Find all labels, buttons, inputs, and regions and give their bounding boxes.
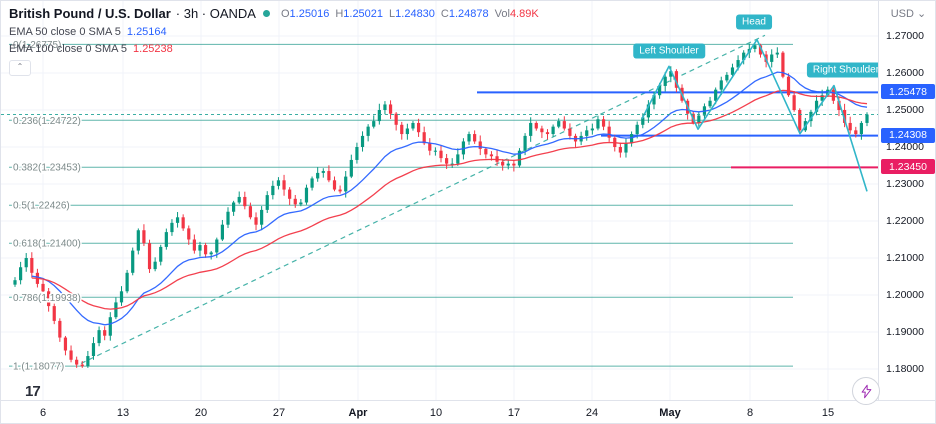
price-chart-svg[interactable]: 0(1.26775) 0.236(1.24722) 0.382(1.23453) 0.… [1,1,878,400]
time-tick-label: 27 [272,407,286,419]
indicator-row-ema100[interactable]: EMA 100 close 0 SMA 5 1.25238 [9,43,539,55]
time-tick-label: May [659,407,681,419]
time-axis[interactable]: 6 13 20 27 Apr 10 17 24 May 8 15 [1,400,935,423]
high-label: H [335,7,344,20]
time-tick-label: 15 [821,407,835,419]
price-tick-label: 1.24000 [886,141,924,153]
ema100-name: EMA 100 close 0 SMA 5 [9,43,128,55]
horizontal-rays-layer [477,91,878,169]
symbol-meta[interactable]: · 3h · OANDA [175,6,256,21]
low-value: 1.24830 [395,7,435,20]
fib-level-label: 0.786(1.19938) [13,293,81,304]
low-label: L [389,7,396,20]
fib-level-label: 1.(1.18077) [13,362,64,373]
chevron-down-icon: ⌄ [917,8,927,20]
fib-level-label: 0.236(1.24722) [13,116,81,127]
time-tick-label: 20 [194,407,208,419]
time-tick-label: 24 [585,407,599,419]
grid-layer [1,1,878,400]
fib-level-label: 0.5(1.22426) [13,201,70,212]
open-label: O [280,7,290,20]
labels-layer: 0(1.26775) 0.236(1.24722) 0.382(1.23453) 0.… [1,38,878,374]
indicator-row-ema50[interactable]: EMA 50 close 0 SMA 5 1.25164 [9,26,539,38]
price-tick-label: 1.19000 [886,326,924,338]
trendline-layer [80,34,766,364]
axis-price-label: 1.25478 [881,84,935,100]
axis-price-label: 1.23450 [881,159,935,175]
ema50-value: 1.25164 [126,26,167,38]
price-tick-label: 1.26000 [886,67,924,79]
quick-action-button[interactable] [852,377,880,405]
price-tick-label: 1.18000 [886,363,924,375]
price-tick-label: 1.25000 [886,104,924,116]
close-value: 1.24878 [448,7,489,20]
collapse-indicators-button[interactable]: ⌃ [9,60,31,76]
price-axis[interactable]: USD ⌄ 1.27000 1.26000 1.25000 1.24000 1.2300… [878,1,935,400]
time-tick-label: 10 [429,407,443,419]
axis-price-label: 1.24308 [881,127,935,143]
price-tick-label: 1.22000 [886,215,924,227]
tradingview-logo[interactable]: 17 [25,383,41,400]
symbol-row[interactable]: British Pound / U.S. Dollar · 3h · OANDA… [9,6,539,21]
pattern-label-head: Head [736,14,772,30]
chart-legend: British Pound / U.S. Dollar · 3h · OANDA… [9,6,539,76]
currency-selector[interactable]: USD ⌄ [879,7,935,20]
open-value: 1.25016 [289,7,330,20]
market-status-dot-icon [262,10,270,17]
price-tick-label: 1.20000 [886,289,924,301]
pattern-label-right-shoulder: Right Shoulder [806,62,878,78]
price-tick-label: 1.23000 [886,178,924,190]
ema50-name: EMA 50 close 0 SMA 5 [9,26,121,38]
time-tick-label: 13 [116,407,130,419]
time-tick-label: 8 [746,407,754,419]
fib-level-label: 0(1.26775) [13,40,61,51]
time-tick-label: 17 [507,407,521,419]
price-tick-label: 1.27000 [886,30,924,42]
fib-level-label: 0.382(1.23453) [13,163,81,174]
volume-value: 4.89K [509,7,539,20]
fib-level-label: 0.618(1.21400) [13,239,81,250]
time-tick-label: Apr [348,407,368,419]
close-label: C [440,7,449,20]
price-tick-label: 1.21000 [886,252,924,264]
currency-label: USD [890,8,914,20]
ema100-value: 1.25238 [133,43,173,55]
symbol-title[interactable]: British Pound / U.S. Dollar [9,6,171,21]
ohlc-values: O1.25016 H1.25021 L1.24830 C1.24878 Vol4… [281,8,539,20]
chart-canvas[interactable]: 0(1.26775) 0.236(1.24722) 0.382(1.23453) 0.… [1,1,878,400]
head-shoulders-pattern-layer [641,38,868,192]
time-tick-label: 6 [39,407,47,419]
pattern-label-left-shoulder: Left Shoulder [633,43,705,59]
volume-label: Vol [494,7,510,20]
high-value: 1.25021 [343,7,384,20]
lightning-bolt-icon [861,384,871,398]
